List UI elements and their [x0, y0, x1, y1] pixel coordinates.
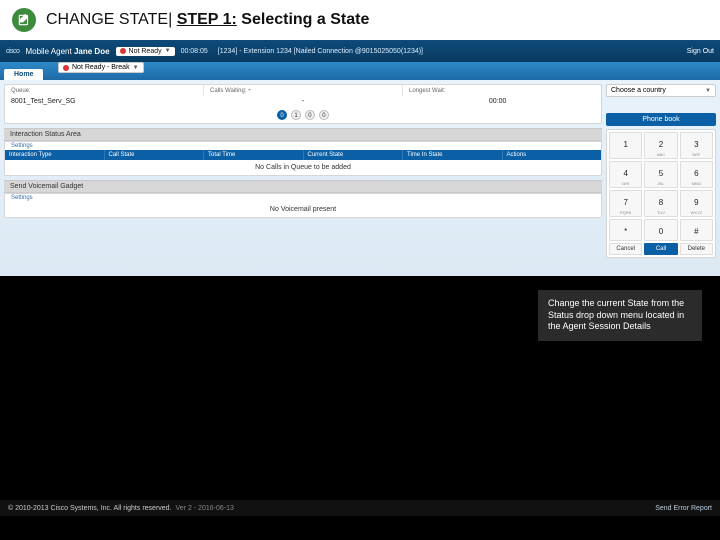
left-column: Queue: Calls Waiting: - Longest Wait: 80… — [4, 84, 602, 272]
voicemail-empty: No Voicemail present — [5, 202, 601, 217]
th-type: Interaction Type — [5, 150, 105, 160]
pill-2[interactable]: 0 — [305, 110, 315, 120]
dialpad-key-*[interactable]: * — [609, 219, 642, 241]
longest-wait-header: Longest Wait: — [409, 88, 445, 94]
status-dot-icon — [120, 48, 126, 54]
tab-home[interactable]: Home — [4, 69, 43, 80]
status-dropdown-expanded[interactable]: Not Ready - Break ▼ — [58, 62, 144, 73]
chevron-down-icon: ▼ — [705, 88, 711, 94]
app-screenshot: cisco Mobile Agent Jane Doe Not Ready ▼ … — [0, 40, 720, 276]
voicemail-settings-link[interactable]: Settings — [5, 194, 601, 202]
title-suffix: Selecting a State — [237, 11, 370, 28]
slide-header: CHANGE STATE| STEP 1: Selecting a State — [0, 0, 720, 40]
pill-1[interactable]: 1 — [291, 110, 301, 120]
slide-bottom-strip — [0, 516, 720, 540]
phonebook-button[interactable]: Phone book — [606, 113, 716, 126]
dialpad-cancel[interactable]: Cancel — [609, 243, 642, 255]
th-actions: Actions — [503, 150, 602, 160]
dialpad: 12ABC3DEF 4GHI5JKL6MNO 7PQRS8TUV9WXYZ *0# C… — [606, 129, 716, 258]
interaction-empty: No Calls in Queue to be added — [5, 160, 601, 175]
dialpad-call[interactable]: Call — [644, 243, 677, 255]
chevron-down-icon: ▼ — [165, 48, 171, 54]
title-step: STEP 1: — [177, 11, 237, 28]
stats-header-row: Queue: Calls Waiting: - Longest Wait: — [5, 85, 601, 96]
version-text: Ver 2 - 2016-06-13 — [176, 505, 234, 512]
pill-0[interactable]: 0 — [277, 110, 287, 120]
dialpad-key-4[interactable]: 4GHI — [609, 161, 642, 188]
dialpad-key-3[interactable]: 3DEF — [680, 132, 713, 159]
th-totaltime: Total Time — [204, 150, 304, 160]
title-prefix: CHANGE STATE| — [46, 11, 177, 28]
status-label: Not Ready — [129, 48, 162, 55]
extension-info: [1234] - Extension 1234 [Nailed Connecti… — [218, 48, 423, 55]
edit-circle-icon — [12, 8, 36, 32]
calls-waiting-value: - — [248, 87, 250, 94]
right-column: Choose a country ▼ Phone book 12ABC3DEF 4… — [606, 84, 716, 272]
dialpad-key-2[interactable]: 2ABC — [644, 132, 677, 159]
queue-waiting: - — [206, 98, 401, 105]
queue-header: Queue: — [11, 88, 31, 94]
queue-stats-panel: Queue: Calls Waiting: - Longest Wait: 80… — [4, 84, 602, 124]
status-dot-icon — [63, 65, 69, 71]
queue-name: 8001_Test_Serv_SG — [11, 98, 206, 105]
agent-name: Jane Doe — [74, 47, 110, 56]
status-timer: 00:08:05 — [181, 48, 208, 55]
agent-label: Mobile Agent — [25, 47, 71, 56]
cisco-logo: cisco — [6, 48, 19, 55]
send-error-report-link[interactable]: Send Error Report — [655, 505, 712, 512]
counter-pills: 0 1 0 0 — [5, 107, 601, 123]
instruction-callout: Change the current State from the Status… — [538, 290, 702, 341]
calls-waiting-header: Calls Waiting: — [210, 88, 246, 94]
voicemail-section-title: Send Voicemail Gadget — [4, 180, 602, 193]
th-currentstate: Current State — [304, 150, 404, 160]
dialpad-key-9[interactable]: 9WXYZ — [680, 190, 713, 217]
dialpad-key-#[interactable]: # — [680, 219, 713, 241]
app-topbar: cisco Mobile Agent Jane Doe Not Ready ▼ … — [0, 40, 720, 62]
interaction-panel: Settings Interaction Type Call State Tot… — [4, 141, 602, 176]
dialpad-key-7[interactable]: 7PQRS — [609, 190, 642, 217]
pill-3[interactable]: 0 — [319, 110, 329, 120]
interaction-table-header: Interaction Type Call State Total Time C… — [5, 150, 601, 160]
dialpad-key-5[interactable]: 5JKL — [644, 161, 677, 188]
th-timeinstate: Time In State — [403, 150, 503, 160]
slide-title: CHANGE STATE| STEP 1: Selecting a State — [46, 11, 369, 29]
dialpad-key-8[interactable]: 8TUV — [644, 190, 677, 217]
dialpad-delete[interactable]: Delete — [680, 243, 713, 255]
th-callstate: Call State — [105, 150, 205, 160]
app-footer: © 2010-2013 Cisco Systems, Inc. All righ… — [0, 500, 720, 516]
copyright-text: © 2010-2013 Cisco Systems, Inc. All righ… — [8, 505, 172, 512]
dialpad-key-6[interactable]: 6MNO — [680, 161, 713, 188]
interaction-settings-link[interactable]: Settings — [5, 142, 601, 150]
dialpad-key-0[interactable]: 0 — [644, 219, 677, 241]
sign-out-link[interactable]: Sign Out — [687, 48, 714, 55]
country-dropdown[interactable]: Choose a country ▼ — [606, 84, 716, 97]
dialpad-key-1[interactable]: 1 — [609, 132, 642, 159]
interaction-section-title: Interaction Status Area — [4, 128, 602, 141]
app-body: Queue: Calls Waiting: - Longest Wait: 80… — [0, 80, 720, 276]
country-dropdown-label: Choose a country — [611, 87, 666, 94]
queue-data-row: 8001_Test_Serv_SG - 00:00 — [5, 96, 601, 107]
status-option-label: Not Ready - Break — [72, 64, 130, 71]
chevron-down-icon: ▼ — [133, 65, 139, 71]
status-dropdown[interactable]: Not Ready ▼ — [116, 47, 175, 56]
voicemail-panel: Settings No Voicemail present — [4, 193, 602, 218]
queue-longest: 00:00 — [400, 98, 595, 105]
